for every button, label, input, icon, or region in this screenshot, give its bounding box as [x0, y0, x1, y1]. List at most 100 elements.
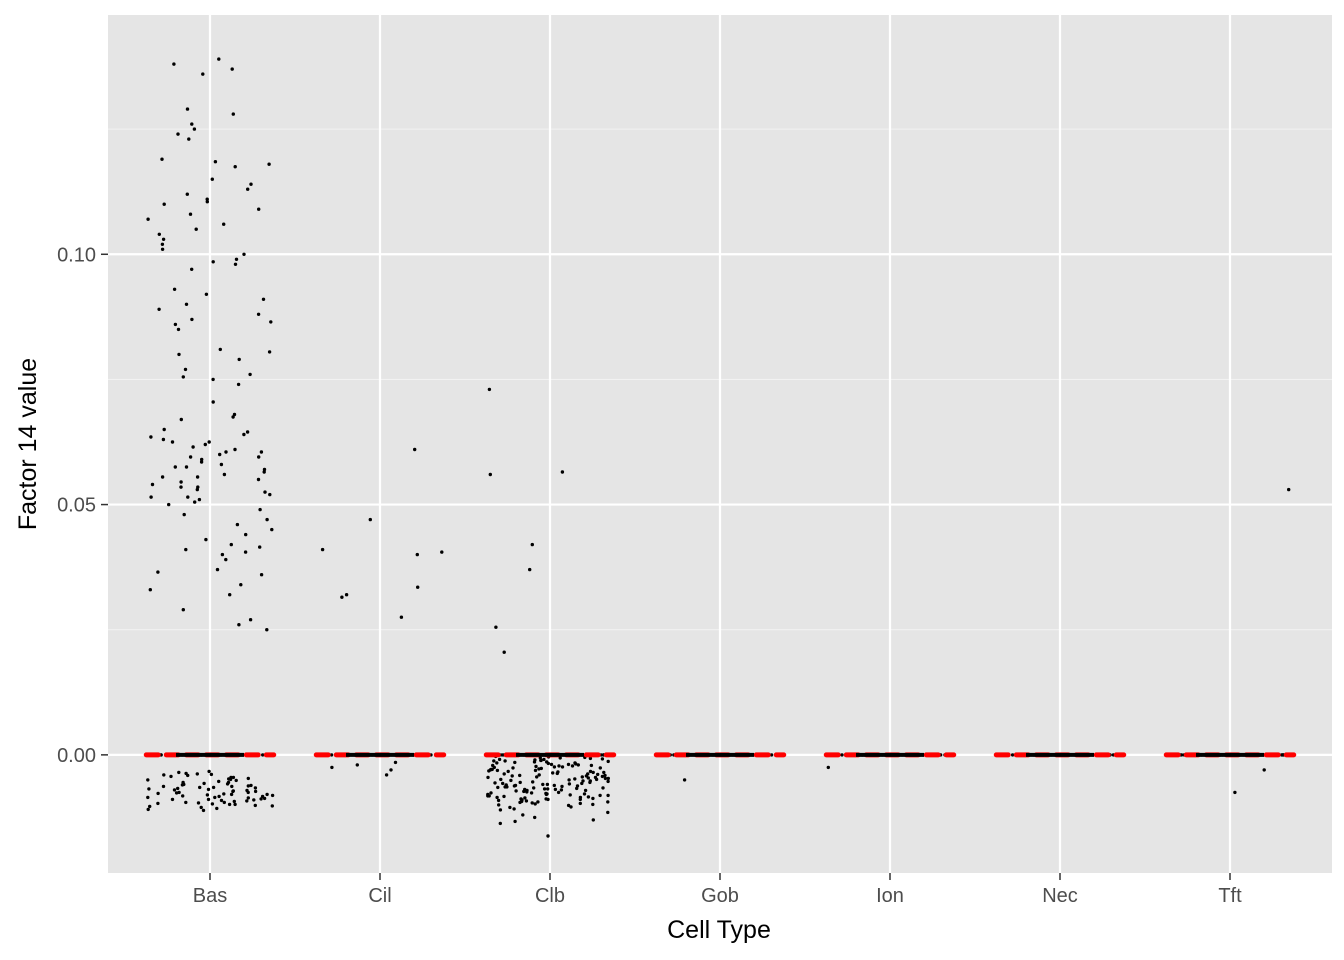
data-point [191, 445, 195, 449]
data-point [531, 780, 535, 784]
data-point [606, 793, 610, 798]
data-point [496, 785, 500, 790]
data-point [487, 387, 492, 392]
data-point [160, 242, 165, 246]
data-point [185, 107, 190, 111]
data-point [253, 803, 257, 808]
data-point [552, 765, 557, 769]
data-point [270, 804, 274, 808]
data-point [222, 222, 226, 226]
data-point [539, 758, 543, 763]
x-tick-label: Ion [876, 885, 904, 907]
data-point [205, 197, 209, 201]
data-point [544, 797, 548, 801]
data-point [502, 772, 506, 776]
data-point [259, 797, 263, 801]
data-point [270, 527, 274, 532]
data-point [179, 417, 183, 422]
data-point [512, 807, 516, 811]
data-point [200, 457, 204, 462]
data-point [521, 813, 525, 817]
data-point [156, 801, 160, 806]
data-point [1010, 753, 1015, 757]
data-point [162, 773, 166, 777]
data-point [486, 792, 490, 797]
data-point [530, 801, 534, 805]
data-point [533, 815, 537, 820]
data-point [269, 320, 273, 324]
data-point [237, 623, 241, 627]
data-point [267, 350, 272, 354]
data-point [493, 781, 497, 785]
data-point [416, 585, 420, 589]
data-point [233, 447, 237, 452]
data-point [146, 778, 150, 782]
data-point [161, 237, 166, 241]
data-point [606, 779, 610, 784]
data-point [210, 177, 214, 181]
data-point [591, 770, 595, 775]
data-point [260, 794, 265, 799]
data-point [197, 497, 202, 502]
data-point [188, 212, 193, 216]
data-point [169, 774, 173, 779]
data-point [161, 437, 166, 442]
data-point [535, 775, 539, 779]
data-point [242, 432, 246, 437]
data-point [596, 772, 600, 777]
data-point [231, 415, 235, 419]
data-point [506, 769, 510, 774]
data-point [149, 435, 153, 439]
data-point [183, 367, 188, 372]
data-point [211, 260, 215, 264]
data-point [594, 777, 599, 782]
y-axis-title: Factor 14 value [14, 358, 42, 530]
data-point [219, 462, 224, 467]
data-point [215, 567, 220, 572]
data-point [542, 757, 546, 762]
data-point [355, 763, 359, 767]
data-point [218, 452, 222, 457]
data-point [170, 797, 175, 802]
data-point [573, 761, 577, 765]
data-point [179, 485, 183, 489]
data-point [511, 766, 515, 770]
data-point [603, 773, 607, 778]
data-point [606, 759, 610, 764]
data-point [160, 475, 165, 479]
data-point [528, 567, 532, 572]
data-point [195, 487, 199, 492]
data-point [840, 753, 844, 757]
data-point [195, 772, 199, 776]
data-point [148, 588, 152, 592]
data-point [601, 786, 605, 790]
data-point [162, 427, 166, 432]
data-point [245, 788, 249, 793]
data-point [496, 798, 501, 803]
data-point [262, 467, 267, 472]
data-point [533, 802, 537, 806]
data-point [252, 798, 256, 802]
data-point [602, 770, 606, 775]
data-point [179, 480, 183, 484]
x-tick-label: Tft [1218, 885, 1242, 907]
data-point [265, 792, 269, 797]
data-point [560, 784, 564, 789]
data-point [184, 800, 188, 805]
data-point [826, 765, 830, 770]
data-point [557, 764, 561, 768]
data-point [320, 547, 325, 552]
data-point [591, 802, 595, 807]
data-point [229, 542, 233, 547]
data-point [244, 532, 248, 537]
data-point [546, 834, 550, 838]
data-point [198, 785, 202, 790]
data-point [190, 267, 194, 271]
data-point [224, 557, 228, 562]
data-point [523, 796, 527, 800]
data-point [239, 583, 243, 587]
data-point [588, 756, 593, 761]
data-point [201, 808, 206, 813]
data-point [591, 818, 595, 822]
data-point [606, 776, 610, 781]
